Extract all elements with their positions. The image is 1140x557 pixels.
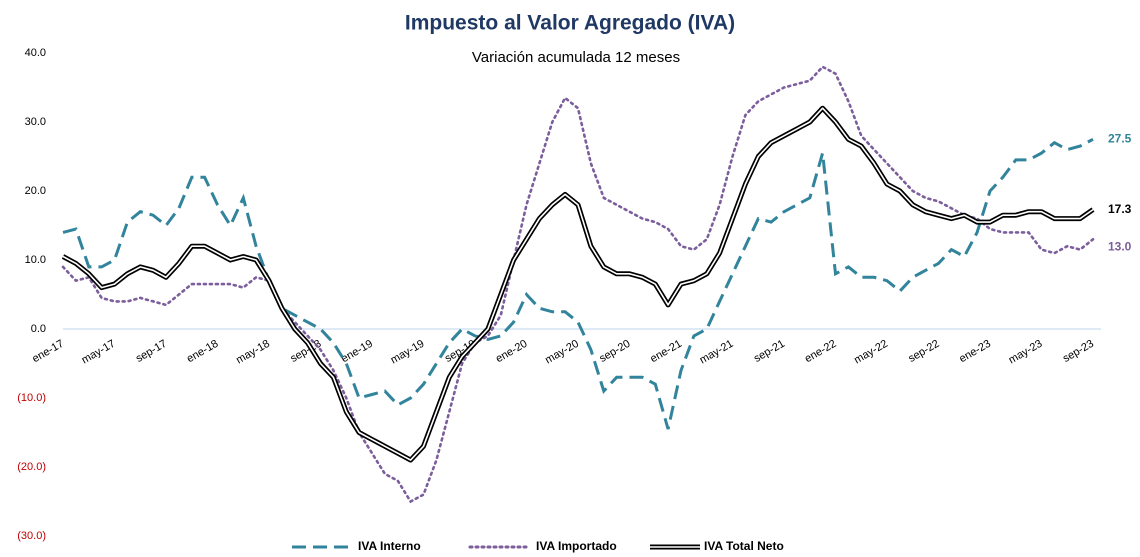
y-tick-label: 40.0 [25, 47, 46, 59]
chart-title: Impuesto al Valor Agregado (IVA) [405, 12, 735, 35]
x-tick-label: ene-19 [339, 338, 375, 366]
line-series [61, 65, 1095, 504]
chart-subtitle: Variación acumulada 12 meses [472, 49, 680, 66]
x-tick-label: may-21 [698, 338, 736, 367]
end-label: 17.3 [1108, 202, 1132, 216]
x-tick-label: may-17 [80, 338, 118, 367]
y-tick-label: 0.0 [31, 323, 46, 335]
end-label: 27.5 [1108, 131, 1132, 145]
x-tick-label: ene-22 [803, 338, 839, 366]
x-tick-label: sep-21 [752, 338, 787, 365]
end-label: 13.0 [1108, 239, 1132, 253]
y-tick-label: 20.0 [25, 185, 46, 197]
x-tick-label: sep-22 [906, 338, 941, 365]
legend-label: IVA Total Neto [704, 539, 784, 553]
x-tick-label: sep-20 [597, 338, 632, 365]
x-tick-label: may-19 [389, 338, 427, 367]
x-tick-label: may-20 [543, 338, 581, 367]
y-tick-label: 30.0 [25, 116, 46, 128]
x-tick-label: ene-20 [494, 338, 530, 366]
legend-label: IVA Interno [358, 539, 421, 553]
x-tick-label: sep-17 [134, 338, 169, 365]
x-tick-label: ene-18 [185, 338, 221, 366]
x-tick-label: ene-17 [30, 338, 66, 366]
y-tick-label: (10.0) [17, 392, 46, 404]
line-series-inner [62, 107, 1094, 461]
y-tick-label: 10.0 [25, 254, 46, 266]
x-tick-label: sep-23 [1061, 338, 1096, 365]
x-tick-label: ene-23 [957, 338, 993, 366]
y-tick-label: (30.0) [17, 530, 46, 542]
x-tick-label: may-18 [234, 338, 272, 367]
x-tick-label: may-22 [852, 338, 890, 367]
x-tick-label: may-23 [1007, 338, 1045, 367]
y-tick-label: (20.0) [17, 461, 46, 473]
line-series [62, 137, 1094, 430]
legend-label: IVA Importado [536, 539, 617, 553]
x-tick-label: ene-21 [648, 338, 684, 366]
